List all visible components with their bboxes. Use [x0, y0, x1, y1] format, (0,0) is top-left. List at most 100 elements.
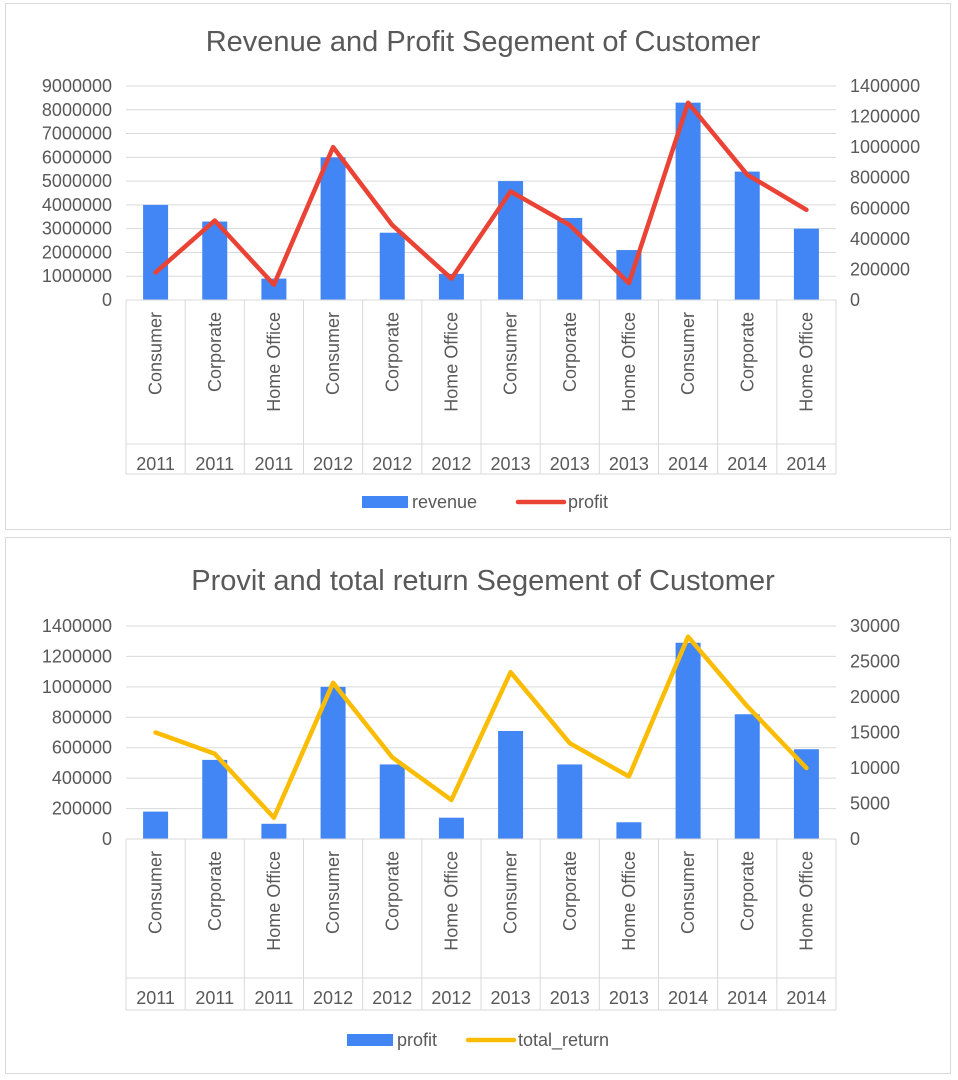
bar-revenue — [557, 217, 583, 300]
year-label: 2013 — [609, 988, 649, 1008]
right-axis-tick-label: 1000000 — [850, 137, 920, 157]
bar-revenue — [379, 232, 405, 300]
year-label: 2012 — [431, 454, 471, 474]
year-label: 2014 — [668, 988, 708, 1008]
category-label: Home Office — [796, 851, 816, 951]
left-axis-tick-label: 9000000 — [42, 76, 112, 96]
category-label: Consumer — [501, 312, 521, 395]
category-label: Consumer — [146, 851, 166, 934]
bar-profit — [202, 759, 228, 839]
category-label: Home Office — [619, 312, 639, 412]
left-axis-tick-label: 3000000 — [42, 219, 112, 239]
bar-revenue — [320, 157, 346, 300]
right-axis-tick-label: 200000 — [850, 259, 910, 279]
bar-revenue — [734, 171, 760, 300]
year-label: 2011 — [195, 454, 234, 474]
category-label: Corporate — [382, 851, 402, 931]
line-total_return — [153, 634, 809, 820]
year-label: 2014 — [786, 988, 826, 1008]
left-axis-tick-label: 1000000 — [42, 677, 112, 697]
year-label: 2011 — [255, 988, 294, 1008]
category-label: Corporate — [205, 312, 225, 392]
left-axis-tick-label: 7000000 — [42, 124, 112, 144]
category-label: Corporate — [560, 851, 580, 931]
right-axis-tick-label: 20000 — [850, 687, 900, 707]
right-axis-tick-label: 1200000 — [850, 107, 920, 127]
legend-swatch-revenue — [362, 496, 408, 508]
category-label: Home Office — [619, 851, 639, 951]
legend-label-profit: profit — [568, 492, 608, 512]
category-label: Consumer — [323, 312, 343, 395]
category-label: Consumer — [146, 312, 166, 395]
category-label: Corporate — [737, 851, 757, 931]
bar-profit — [261, 823, 287, 839]
right-axis-tick-label: 5000 — [850, 794, 890, 814]
left-axis-tick-label: 6000000 — [42, 147, 112, 167]
bar-revenue — [202, 221, 228, 300]
left-axis-tick-label: 800000 — [52, 707, 112, 727]
year-label: 2011 — [136, 988, 175, 1008]
bar-profit — [143, 811, 169, 839]
line-profit — [153, 100, 809, 287]
right-axis-tick-label: 10000 — [850, 758, 900, 778]
bar-profit — [438, 817, 464, 839]
legend-label-revenue: revenue — [412, 492, 477, 512]
bar-profit — [675, 642, 701, 839]
chart-title: Revenue and Profit Segement of Customer — [206, 26, 761, 58]
category-label: Home Office — [264, 851, 284, 951]
category-label: Corporate — [737, 312, 757, 392]
legend-swatch-profit — [347, 1034, 393, 1046]
bar-revenue — [261, 278, 287, 300]
right-axis-tick-label: 25000 — [850, 652, 900, 672]
right-axis-tick-label: 15000 — [850, 723, 900, 743]
bar-revenue — [675, 102, 701, 301]
year-label: 2011 — [136, 454, 175, 474]
bar-profit — [793, 749, 819, 839]
category-label: Corporate — [560, 312, 580, 392]
year-label: 2014 — [786, 454, 826, 474]
left-axis-tick-label: 4000000 — [42, 195, 112, 215]
year-label: 2013 — [609, 454, 649, 474]
category-label: Home Office — [441, 851, 461, 951]
left-axis-tick-label: 2000000 — [42, 242, 112, 262]
right-axis-tick-label: 1400000 — [850, 76, 920, 96]
category-label: Home Office — [796, 312, 816, 412]
category-label: Consumer — [678, 851, 698, 934]
year-label: 2012 — [431, 988, 471, 1008]
right-axis-tick-label: 800000 — [850, 168, 910, 188]
legend-label-profit: profit — [397, 1030, 437, 1050]
bar-profit — [320, 686, 346, 839]
right-axis-tick-label: 0 — [850, 829, 860, 849]
bar-revenue — [793, 228, 819, 300]
year-label: 2011 — [195, 988, 234, 1008]
left-axis-tick-label: 600000 — [52, 738, 112, 758]
year-label: 2014 — [668, 454, 708, 474]
left-axis-tick-label: 400000 — [52, 768, 112, 788]
right-axis-tick-label: 400000 — [850, 229, 910, 249]
category-label: Consumer — [678, 312, 698, 395]
left-axis-tick-label: 1400000 — [42, 616, 112, 636]
category-label: Corporate — [382, 312, 402, 392]
chart-panel-profit-return: Provit and total return Segement of Cust… — [5, 537, 951, 1074]
year-label: 2013 — [491, 988, 531, 1008]
left-axis-tick-label: 1000000 — [42, 266, 112, 286]
right-axis-tick-label: 600000 — [850, 198, 910, 218]
year-label: 2013 — [550, 454, 590, 474]
year-label: 2014 — [727, 454, 767, 474]
category-label: Consumer — [501, 851, 521, 934]
chart-panel-revenue-profit: Revenue and Profit Segement of Customer … — [5, 3, 951, 530]
bar-profit — [379, 764, 405, 839]
bar-profit — [734, 714, 760, 839]
right-axis-tick-label: 30000 — [850, 616, 900, 636]
bar-revenue — [143, 204, 169, 300]
year-label: 2013 — [550, 988, 590, 1008]
year-label: 2012 — [372, 988, 412, 1008]
left-axis-tick-label: 200000 — [52, 799, 112, 819]
legend-label-total_return: total_return — [518, 1030, 609, 1051]
bar-profit — [616, 822, 642, 839]
bar-profit — [557, 764, 583, 839]
left-axis-tick-label: 5000000 — [42, 171, 112, 191]
left-axis-tick-label: 1200000 — [42, 646, 112, 666]
left-axis-tick-label: 8000000 — [42, 100, 112, 120]
year-label: 2012 — [313, 988, 353, 1008]
